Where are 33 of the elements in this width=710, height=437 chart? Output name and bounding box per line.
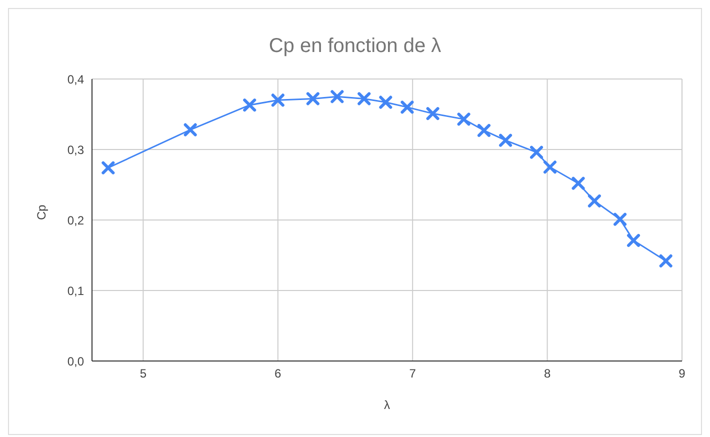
point (543, 160, 556, 174)
y-tick-label: 0,2 (67, 213, 84, 228)
point (330, 90, 344, 104)
y-tick-label: 0,0 (67, 354, 84, 368)
point (358, 92, 371, 106)
y-tick-label: 0,3 (67, 142, 84, 157)
point (400, 100, 414, 114)
point (477, 124, 490, 137)
x-tick-label: 8 (544, 366, 551, 381)
point (659, 254, 672, 268)
point (184, 123, 197, 136)
y-tick-label: 0,4 (67, 72, 84, 86)
point (588, 194, 601, 208)
point (530, 146, 544, 159)
point (102, 161, 115, 174)
point (306, 92, 320, 106)
x-tick-label: 6 (274, 366, 282, 381)
point (379, 96, 392, 109)
point (243, 98, 256, 112)
point (614, 212, 627, 226)
chart-title: Cp en fonction de λ (268, 35, 442, 58)
point (572, 176, 585, 190)
x-tick-label: 9 (678, 366, 686, 381)
y-axis-title: Cp (34, 204, 48, 220)
y-tick-label: 0,1 (67, 284, 84, 298)
x-tick-label: 7 (409, 366, 416, 381)
x-tick-label: 5 (140, 366, 147, 381)
point (457, 112, 470, 126)
point (627, 234, 640, 247)
point (499, 134, 512, 147)
point (426, 107, 440, 120)
x-axis-title: λ (384, 398, 390, 412)
point (271, 94, 284, 107)
